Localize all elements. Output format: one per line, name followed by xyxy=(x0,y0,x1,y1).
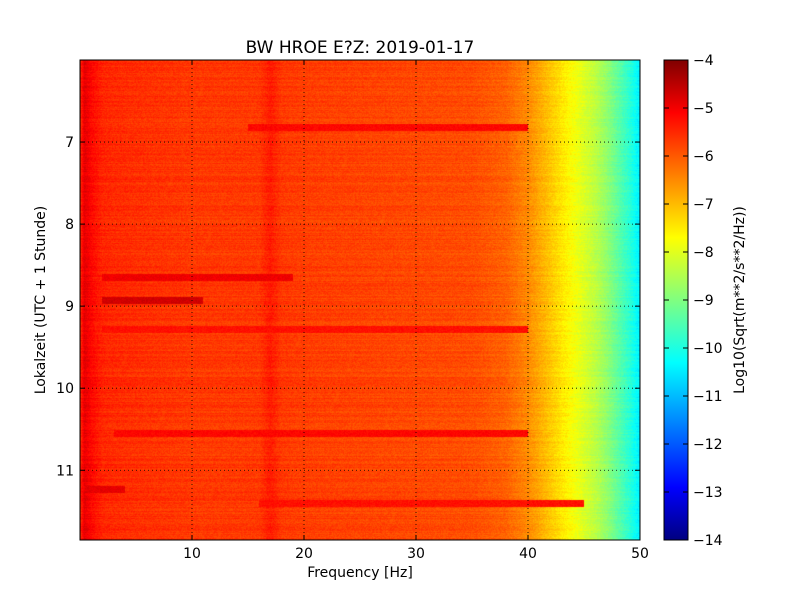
x-tick-label: 40 xyxy=(519,546,537,562)
colorbar-tick-label: −7 xyxy=(693,197,714,213)
chart-title: BW HROE E?Z: 2019-01-17 xyxy=(246,38,475,58)
colorbar-tick-label: −6 xyxy=(693,149,714,165)
y-tick-label: 9 xyxy=(65,299,74,315)
y-tick-label: 7 xyxy=(65,135,74,151)
y-axis-label: Lokalzeit (UTC + 1 Stunde) xyxy=(33,206,49,395)
x-tick-label: 50 xyxy=(631,546,649,562)
spectrogram-heatmap xyxy=(80,60,640,540)
colorbar-tick-label: −8 xyxy=(693,245,714,261)
colorbar-tick-label: −11 xyxy=(693,389,723,405)
colorbar-tick-label: −14 xyxy=(693,533,723,549)
y-axis-ticks: 7 8 9 10 11 xyxy=(56,135,640,479)
colorbar-tick-label: −9 xyxy=(693,293,714,309)
colorbar-tick-label: −10 xyxy=(693,341,723,357)
y-tick-label: 11 xyxy=(56,463,74,479)
colorbar-tick-label: −4 xyxy=(693,53,714,69)
y-tick-label: 10 xyxy=(56,381,74,397)
colorbar-tick-label: −13 xyxy=(693,485,723,501)
x-tick-label: 20 xyxy=(295,546,313,562)
y-tick-label: 8 xyxy=(65,217,74,233)
colorbar-tick-label: −12 xyxy=(693,437,723,453)
x-axis-ticks: 10 20 30 40 50 xyxy=(183,60,649,562)
colorbar-label: Log10(Sqrt(m**2/s**2/Hz)) xyxy=(732,206,748,394)
x-tick-label: 10 xyxy=(183,546,201,562)
colorbar-ticks: −4 −5 −6 −7 −8 −9 −10 −11 −12 −13 −14 xyxy=(664,53,723,549)
plot-frame xyxy=(79,59,641,541)
x-axis-label: Frequency [Hz] xyxy=(307,565,413,581)
x-tick-label: 30 xyxy=(407,546,425,562)
colorbar-tick-label: −5 xyxy=(693,101,714,117)
